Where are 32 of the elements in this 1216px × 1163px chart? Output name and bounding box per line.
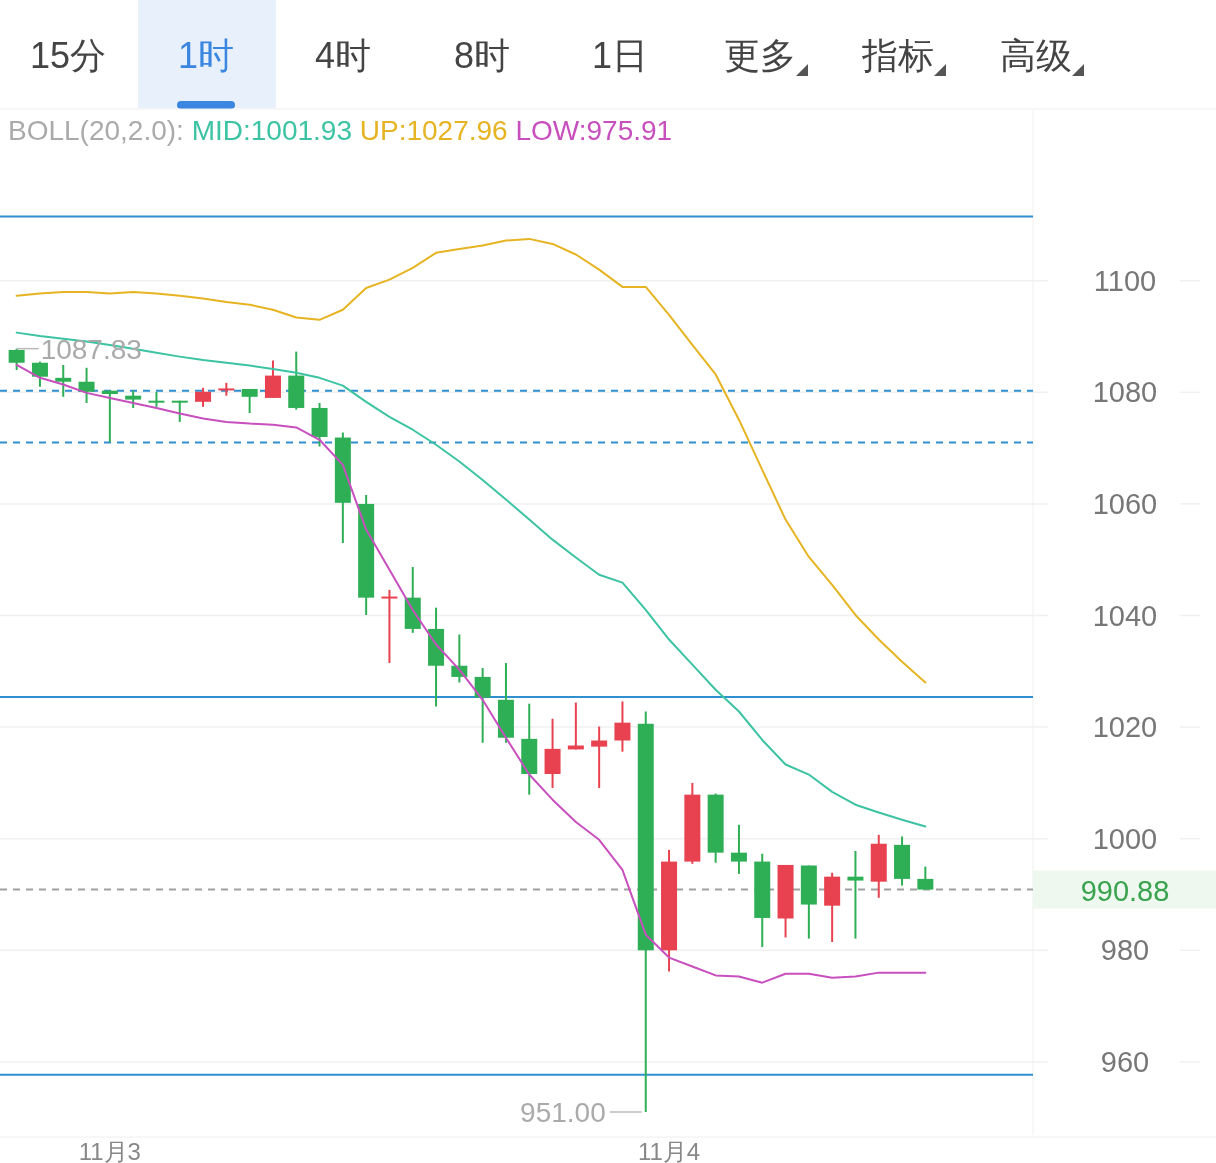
y-tick-label: 960 xyxy=(1100,1045,1150,1078)
annotation: 951.00 xyxy=(520,1097,606,1129)
candlestick xyxy=(264,359,281,399)
candlestick xyxy=(55,363,72,398)
tabs: 15分 1时 4时 8时 1日 更多 指标 高级 xyxy=(30,0,1084,109)
candlestick xyxy=(591,725,608,789)
x-tick-label: 11月3 xyxy=(78,1138,141,1163)
y-tick-label: 1080 xyxy=(1092,376,1158,409)
text: MID:1001.93 xyxy=(191,115,360,146)
ref-line-label: 990.88 xyxy=(1080,874,1170,907)
x-tick-label: 11月4 xyxy=(637,1138,701,1163)
annotation: 1087.83 xyxy=(40,333,142,365)
y-tick-label: 1040 xyxy=(1092,599,1158,632)
chart-title: BOLL(20,2.0): xyxy=(8,115,192,146)
candlestick xyxy=(474,666,491,744)
candlestick xyxy=(614,700,631,753)
candlestick xyxy=(381,588,398,664)
candlestick xyxy=(8,347,25,372)
text: LOW:975.91 xyxy=(515,115,673,146)
y-tick-label: 980 xyxy=(1100,934,1150,967)
text: UP:1027.96 xyxy=(359,115,516,146)
candlestick xyxy=(730,823,747,875)
y-tick-label: 1060 xyxy=(1092,487,1158,520)
candlestick xyxy=(195,386,212,408)
candlestick xyxy=(847,849,864,940)
y-tick-label: 1020 xyxy=(1092,711,1158,744)
y-tick-label: 1000 xyxy=(1092,822,1158,855)
candlestick xyxy=(171,399,188,423)
candlestick xyxy=(917,865,934,891)
candlestick xyxy=(31,360,48,388)
candlestick xyxy=(78,366,95,404)
y-tick-label: 1100 xyxy=(1093,264,1157,297)
